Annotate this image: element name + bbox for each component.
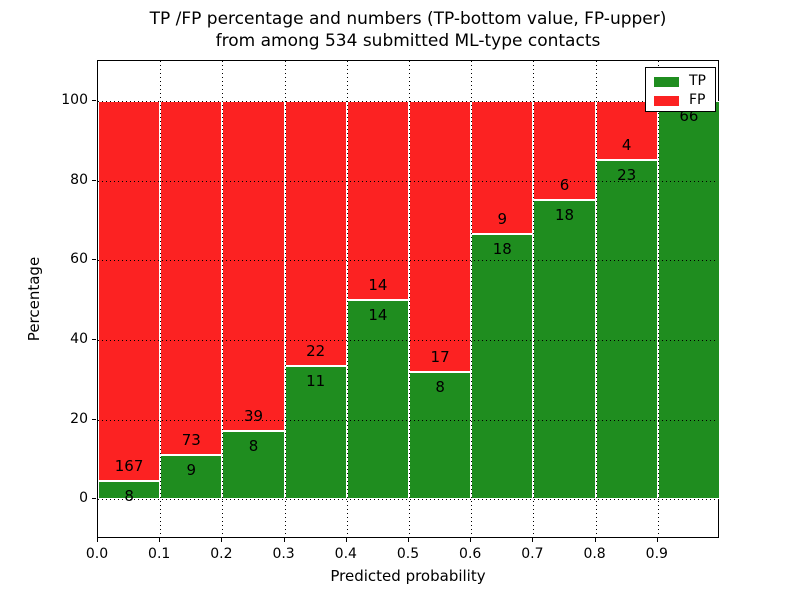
bar-segment-fp — [346, 100, 409, 300]
fp-color-swatch — [654, 95, 679, 106]
x-tick-mark — [532, 538, 534, 542]
y-tick-label: 0 — [79, 490, 88, 507]
bar-count-label-fp: 4 — [621, 135, 632, 154]
x-gridline — [284, 61, 286, 537]
bar-count-label-tp: 11 — [306, 372, 326, 391]
bar-count-label-fp: 14 — [368, 276, 388, 294]
bar-count-label-tp: 18 — [554, 206, 575, 225]
bar-count-label-tp: 14 — [368, 306, 388, 324]
y-tick-label: 20 — [70, 410, 88, 427]
tp-color-swatch — [654, 76, 679, 87]
y-gridline — [98, 100, 718, 102]
bar-segment-fp — [409, 100, 472, 372]
bar-count-label-tp: 18 — [492, 239, 512, 258]
bar-segment-tp — [657, 100, 720, 500]
x-gridline — [160, 61, 162, 537]
bar-segment-tp — [471, 233, 534, 500]
bar-segment-tp — [409, 371, 472, 500]
y-gridline — [98, 180, 718, 182]
bar-segment-tp — [346, 300, 409, 500]
y-tick-mark — [92, 498, 96, 500]
x-tick-mark — [283, 538, 285, 542]
bar-count-label-tp: 8 — [248, 437, 259, 456]
x-tick-label: 0.3 — [272, 546, 295, 562]
legend-label-tp: TP — [689, 73, 706, 89]
y-tick-mark — [92, 99, 96, 101]
x-gridline — [533, 61, 535, 537]
x-tick-mark — [345, 538, 347, 542]
y-tick-label: 60 — [70, 251, 88, 268]
y-gridline — [98, 499, 718, 501]
chart-title-line-1: TP /FP percentage and numbers (TP-bottom… — [149, 9, 667, 29]
x-tick-label: 0.1 — [148, 546, 171, 562]
bar-count-label-fp: 39 — [243, 407, 264, 426]
x-tick-mark — [594, 538, 596, 542]
bar-count-label-fp: 167 — [114, 456, 144, 475]
bar-count-label-tp: 8 — [124, 486, 134, 505]
x-gridline — [595, 61, 597, 537]
bar-count-label-tp: 23 — [617, 165, 637, 184]
y-tick-mark — [92, 418, 96, 420]
x-tick-mark — [159, 538, 161, 542]
y-tick-mark — [92, 259, 96, 261]
y-axis-label: Percentage — [25, 256, 43, 342]
x-tick-mark — [97, 538, 98, 542]
bar-count-label-tp: 8 — [435, 377, 445, 396]
x-tick-label: 0.8 — [583, 546, 606, 562]
y-gridline — [98, 339, 718, 341]
x-tick-label: 0.5 — [396, 546, 420, 562]
x-tick-label: 0.9 — [645, 546, 668, 562]
x-tick-label: 0.0 — [85, 546, 109, 562]
x-gridline — [409, 61, 410, 537]
x-tick-label: 0.7 — [521, 546, 544, 562]
bar-count-label-fp: 9 — [497, 209, 508, 228]
x-gridline — [222, 61, 224, 537]
y-tick-label: 100 — [61, 91, 88, 108]
legend: TP FP — [645, 67, 716, 112]
legend-item-tp: TP — [646, 73, 715, 90]
chart-title: TP /FP percentage and numbers (TP-bottom… — [97, 8, 719, 52]
bar-count-label-fp: 17 — [430, 347, 450, 366]
x-tick-label: 0.6 — [459, 546, 482, 562]
y-tick-label: 80 — [70, 171, 88, 188]
bar-segment-tp — [160, 455, 223, 500]
plot-area: 167873939822111414178918618423066 TP FP — [97, 60, 720, 538]
bar-segment-fp — [98, 100, 161, 481]
bar-count-label-fp: 73 — [181, 431, 201, 450]
x-tick-label: 0.2 — [210, 546, 233, 562]
bar-segment-tp — [595, 159, 658, 500]
x-tick-mark — [221, 538, 223, 542]
y-tick-label: 40 — [70, 330, 88, 347]
bar-segment-tp — [98, 480, 161, 500]
x-gridline — [346, 61, 348, 537]
chart-title-line-2: from among 534 submitted ML-type contact… — [215, 31, 601, 51]
bar-segment-fp — [160, 100, 223, 456]
x-gridline — [657, 61, 659, 537]
bar-count-label-tp: 9 — [186, 461, 197, 480]
bar-segment-fp — [284, 100, 347, 367]
legend-label-fp: FP — [689, 92, 706, 108]
bar-segment-fp — [533, 100, 596, 201]
y-tick-mark — [92, 179, 96, 181]
x-axis-label: Predicted probability — [330, 567, 486, 585]
bar-segment-fp — [222, 100, 285, 432]
y-gridline — [98, 419, 718, 421]
x-tick-mark — [470, 538, 472, 542]
x-tick-mark — [656, 538, 658, 542]
bar-segment-tp — [533, 200, 596, 500]
legend-item-fp: FP — [646, 92, 715, 109]
x-gridline — [471, 61, 473, 537]
x-tick-mark — [408, 538, 409, 542]
y-gridline — [98, 260, 718, 262]
bar-count-label-fp: 6 — [559, 176, 570, 195]
x-tick-label: 0.4 — [334, 546, 357, 562]
bar-count-label-fp: 22 — [306, 342, 326, 361]
y-tick-mark — [92, 338, 96, 340]
